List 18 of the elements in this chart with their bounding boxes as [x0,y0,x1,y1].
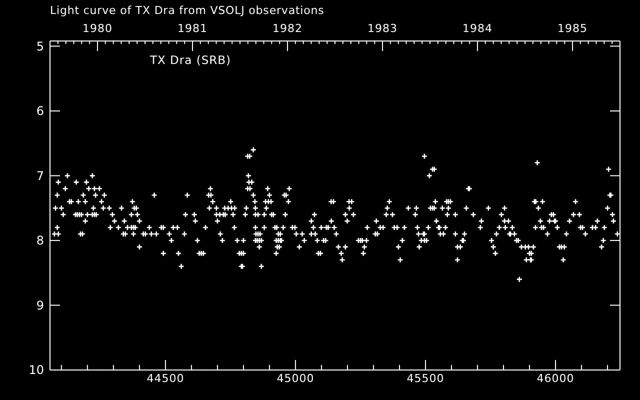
x2-tick-label: 1984 [462,22,492,35]
x-tick-label: 45000 [276,372,314,385]
x-tick-label: 44500 [146,372,184,385]
x2-tick-label: 1981 [178,22,208,35]
x-tick-label: 46000 [536,372,574,385]
x-tick-label: 45500 [406,372,444,385]
y-tick-label: 9 [36,298,44,312]
y-tick-label: 7 [36,168,44,183]
y-tick-label: 8 [36,234,44,248]
y-tick-label: 5 [36,39,44,54]
x2-tick-label: 1985 [558,22,588,35]
annotation: TX Dra (SRB) [150,53,231,67]
x2-tick-label: 1982 [272,22,302,35]
y-tick-label: 6 [36,104,44,118]
y-tick-label: 10 [28,363,44,378]
x2-tick-label: 1980 [82,22,112,35]
x2-tick-label: 1983 [368,22,398,35]
chart-title: Light curve of TX Dra from VSOLJ observations [50,4,324,17]
